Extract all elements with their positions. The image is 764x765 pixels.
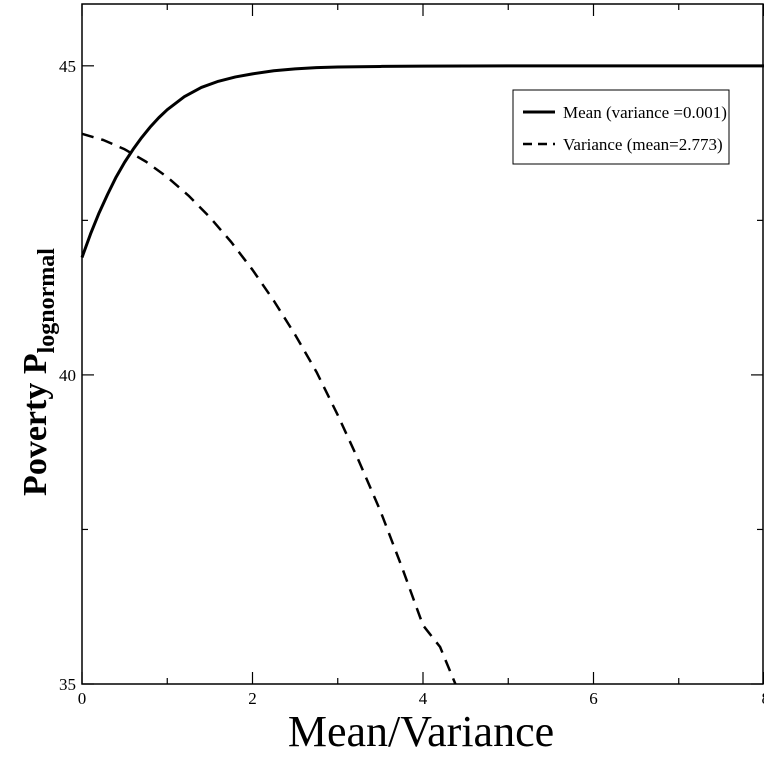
legend-label-mean: Mean (variance =0.001): [563, 103, 727, 122]
y-tick-label: 40: [59, 366, 76, 385]
y-tick-label: 35: [59, 675, 76, 694]
y-axis-label: Poverty Plognormal: [17, 248, 60, 496]
legend-label-variance: Variance (mean=2.773): [563, 135, 723, 154]
y-axis-label-subscript: lognormal: [34, 248, 60, 354]
y-tick-label: 45: [59, 57, 76, 76]
x-tick-label: 0: [78, 689, 87, 708]
series-line-variance: [82, 134, 455, 684]
legend: Mean (variance =0.001) Variance (mean=2.…: [513, 90, 729, 164]
x-tick-label: 6: [589, 689, 598, 708]
x-tick-label: 4: [419, 689, 428, 708]
y-axis-label-main: Poverty P: [17, 353, 54, 496]
x-axis-label: Mean/Variance: [288, 707, 554, 756]
x-tick-label: 2: [248, 689, 257, 708]
